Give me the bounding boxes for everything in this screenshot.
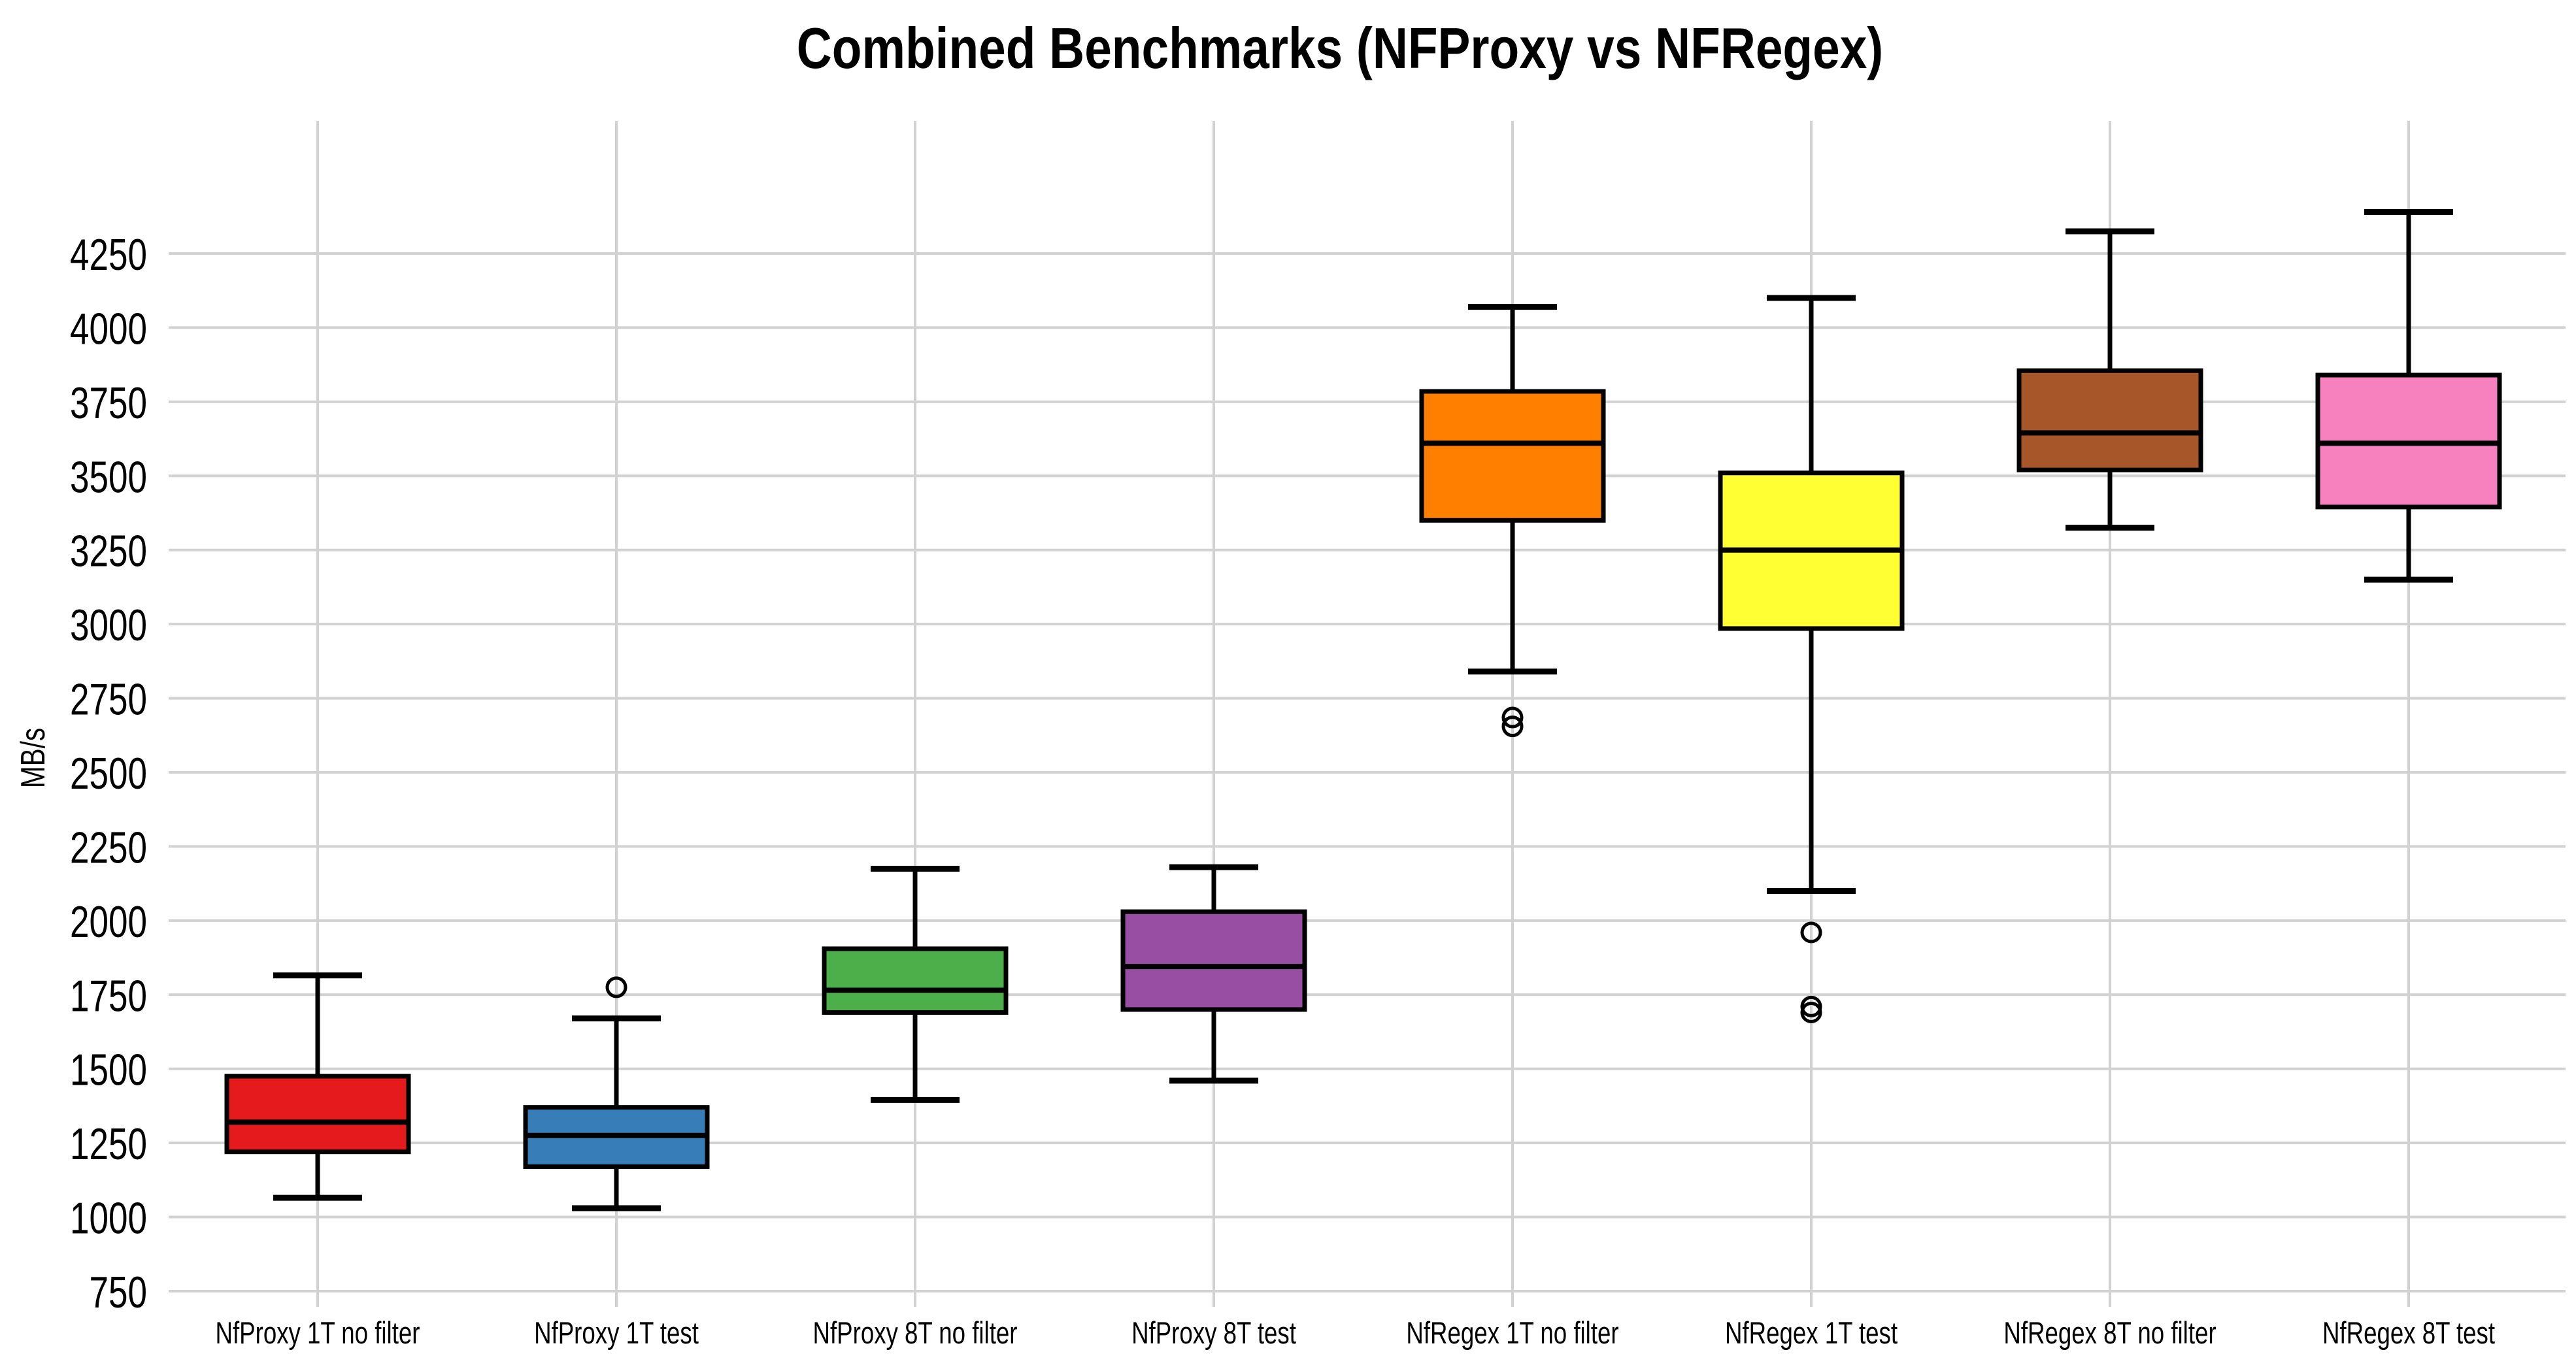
- chart-title: Combined Benchmarks (NFProxy vs NFRegex): [797, 16, 1883, 80]
- y-tick-group: 2250: [70, 823, 147, 872]
- x-tick-group: NfProxy 1T no filter: [216, 1316, 420, 1350]
- y-tick-group: 1000: [70, 1193, 147, 1243]
- outlier-point: [1800, 995, 1822, 1017]
- y-tick-label: 2750: [70, 674, 147, 724]
- y-tick-label: 3500: [70, 452, 147, 502]
- x-tick-group: NfProxy 1T test: [534, 1316, 699, 1350]
- box-plot: [1419, 304, 1606, 738]
- x-tick-group: NfRegex 8T no filter: [2003, 1316, 2216, 1350]
- x-tick-label: NfProxy 8T no filter: [813, 1316, 1018, 1350]
- iqr-box: [2016, 368, 2203, 472]
- chart-title-group: Combined Benchmarks (NFProxy vs NFRegex): [797, 16, 1883, 80]
- x-tick-label: NfProxy 1T no filter: [216, 1316, 420, 1350]
- x-tick-group: NfRegex 1T no filter: [1406, 1316, 1618, 1350]
- y-tick-group: 4000: [70, 304, 147, 354]
- x-tick-group: NfRegex 1T test: [1725, 1316, 1898, 1350]
- y-tick-label: 2000: [70, 897, 147, 947]
- y-tick-group: 3000: [70, 600, 147, 650]
- y-tick-label: 4000: [70, 304, 147, 354]
- y-tick-group: 3250: [70, 526, 147, 576]
- y-tick-label: 3250: [70, 526, 147, 576]
- y-tick-label: 4250: [70, 230, 147, 280]
- y-tick-group: 3500: [70, 452, 147, 502]
- y-tick-label: 3750: [70, 378, 147, 428]
- y-tick-group: 4250: [70, 230, 147, 280]
- x-tick-label: NfRegex 1T no filter: [1406, 1316, 1618, 1350]
- x-tick-label: NfProxy 1T test: [534, 1316, 699, 1350]
- outlier-point: [1501, 715, 1524, 738]
- y-tick-group: 1250: [70, 1119, 147, 1169]
- iqr-box: [1419, 389, 1606, 523]
- y-tick-group: 2750: [70, 674, 147, 724]
- outlier-point: [1800, 1001, 1822, 1023]
- y-tick-group: 3750: [70, 378, 147, 428]
- y-tick-label: 1000: [70, 1193, 147, 1243]
- y-tick-label: 2500: [70, 749, 147, 798]
- y-tick-label: 1750: [70, 971, 147, 1021]
- y-tick-group: 2000: [70, 897, 147, 947]
- y-axis-label: MB/s: [14, 728, 52, 788]
- y-tick-label: 1500: [70, 1045, 147, 1094]
- x-tick-label: NfRegex 8T test: [2322, 1316, 2495, 1350]
- iqr-box: [822, 946, 1009, 1015]
- iqr-box: [224, 1074, 411, 1155]
- y-tick-label: 1250: [70, 1119, 147, 1169]
- box-plot: [224, 972, 411, 1201]
- y-tick-label: 750: [90, 1268, 147, 1317]
- x-tick-group: NfRegex 8T test: [2322, 1316, 2495, 1350]
- box-plot: [1718, 295, 1905, 1023]
- y-tick-label: 3000: [70, 600, 147, 650]
- x-tick-group: NfProxy 8T no filter: [813, 1316, 1018, 1350]
- outlier-point: [1800, 921, 1822, 944]
- y-tick-group: 1500: [70, 1045, 147, 1094]
- outlier-point: [605, 976, 627, 998]
- x-tick-label: NfRegex 1T test: [1725, 1316, 1898, 1350]
- x-tick-label: NfRegex 8T no filter: [2003, 1316, 2216, 1350]
- x-tick-group: NfProxy 8T test: [1131, 1316, 1296, 1350]
- y-tick-group: 750: [90, 1268, 147, 1317]
- y-tick-label: 2250: [70, 823, 147, 872]
- tick-layer: 750 1000 1250 1500 1750 2000 2250 2500 2750 3000 3…: [70, 230, 2495, 1350]
- x-tick-label: NfProxy 8T test: [1131, 1316, 1296, 1350]
- iqr-box: [1120, 909, 1307, 1012]
- y-axis-label-group: MB/s: [14, 728, 52, 788]
- box-plot: [1120, 864, 1307, 1084]
- box-plot: [822, 865, 1009, 1103]
- box-plot: [2315, 208, 2502, 583]
- box-layer: [224, 208, 2502, 1211]
- y-tick-group: 1750: [70, 971, 147, 1021]
- outlier-point: [1501, 706, 1524, 729]
- box-plot: [523, 976, 710, 1211]
- y-tick-group: 2500: [70, 749, 147, 798]
- box-plot: [2016, 228, 2203, 531]
